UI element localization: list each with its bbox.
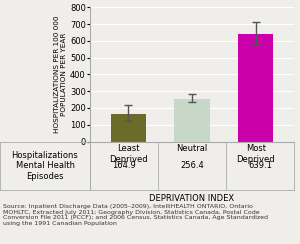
Text: Source: Inpatient Discharge Data (2005–2009), IntelliHEALTH ONTARIO, Ontario
MOH: Source: Inpatient Discharge Data (2005–2… — [3, 204, 268, 226]
Text: DEPRIVATION INDEX: DEPRIVATION INDEX — [149, 194, 235, 203]
Text: 639.1: 639.1 — [248, 162, 272, 170]
Bar — [175, 99, 209, 142]
Y-axis label: HOSPITALIZATIONS PER 100 000
POPULATION PER YEAR: HOSPITALIZATIONS PER 100 000 POPULATION … — [54, 16, 67, 133]
Text: 256.4: 256.4 — [180, 162, 204, 170]
Bar — [111, 114, 146, 142]
Text: Hospitalizations
Mental Health
Episodes: Hospitalizations Mental Health Episodes — [12, 151, 78, 181]
Text: 164.9: 164.9 — [112, 162, 136, 170]
Bar — [238, 34, 273, 142]
